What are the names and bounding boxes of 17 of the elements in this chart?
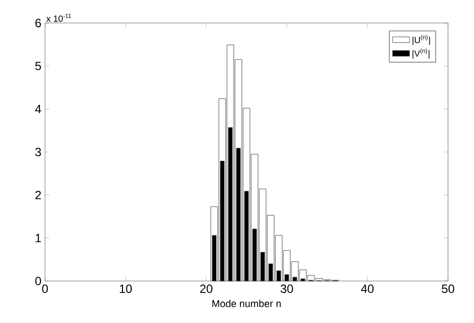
x-tick-label: 0 [42, 284, 48, 293]
x-tick-label: 20 [200, 284, 212, 293]
legend-label: |U$^{(n)}$| [412, 34, 430, 45]
y-tick-label: 4 [35, 104, 42, 114]
y-tick-label: 5 [35, 62, 41, 70]
x-tick-label: 40 [361, 284, 374, 293]
x-tick-label: 10 [120, 284, 132, 293]
y-tick-label: 3 [35, 148, 41, 156]
x-tick-label: 30 [280, 284, 293, 293]
y-tick-label: 6 [35, 18, 41, 28]
legend-label: |V$^{(n)}$| [412, 48, 430, 59]
y-tick-label: 0 [35, 276, 42, 286]
text: x 10$^{-11}$ [46, 14, 72, 22]
y-tick-label: 1 [36, 234, 41, 242]
x-tick-label: 50 [442, 284, 454, 293]
x-axis-title: Mode number n [212, 300, 281, 308]
y-tick-label: 2 [35, 190, 41, 200]
